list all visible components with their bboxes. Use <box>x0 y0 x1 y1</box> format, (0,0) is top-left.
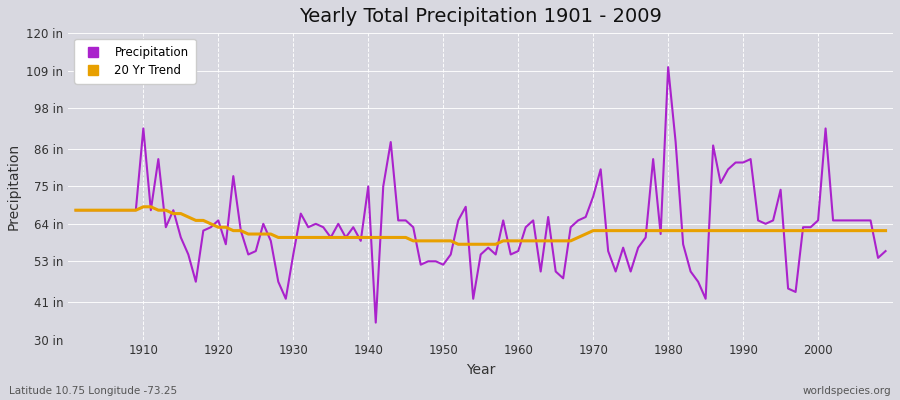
Legend: Precipitation, 20 Yr Trend: Precipitation, 20 Yr Trend <box>75 39 195 84</box>
Text: worldspecies.org: worldspecies.org <box>803 386 891 396</box>
X-axis label: Year: Year <box>466 363 495 377</box>
Text: Latitude 10.75 Longitude -73.25: Latitude 10.75 Longitude -73.25 <box>9 386 177 396</box>
Title: Yearly Total Precipitation 1901 - 2009: Yearly Total Precipitation 1901 - 2009 <box>300 7 662 26</box>
Y-axis label: Precipitation: Precipitation <box>7 143 21 230</box>
